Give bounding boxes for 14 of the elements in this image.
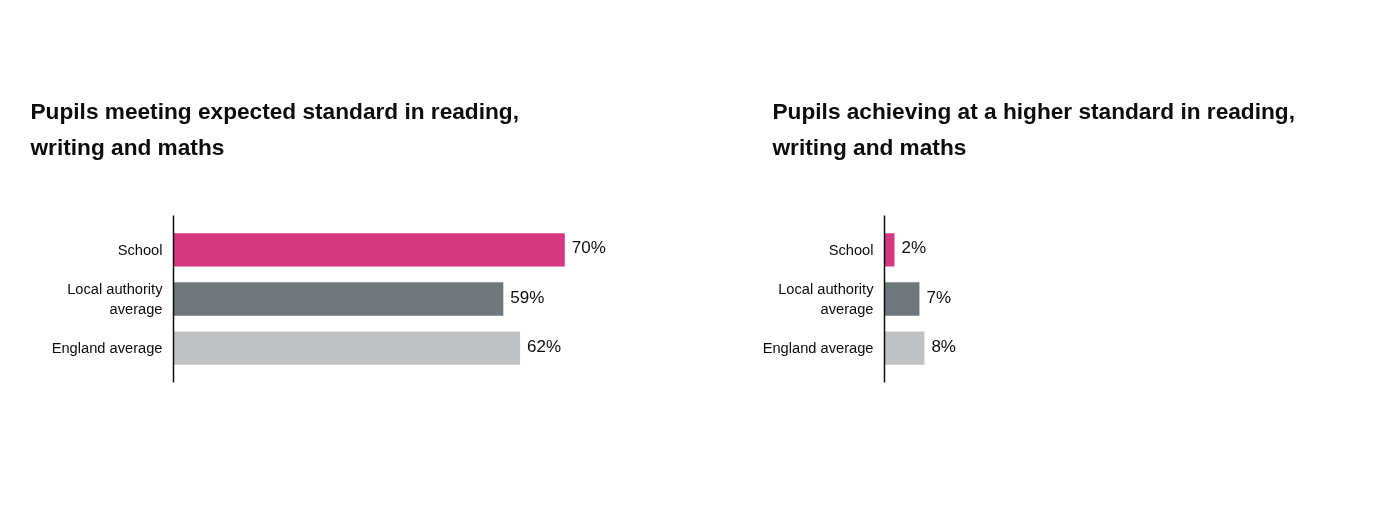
text: Pupils achieving at a higher standard in reading, writing and maths	[771, 98, 1295, 161]
chart-title: Pupils meeting expected standard in reading, writing and maths	[29, 98, 519, 161]
y-tick-label: Local authority average	[778, 281, 875, 317]
y-tick-label: School	[828, 241, 874, 258]
data-label: 59%	[510, 287, 545, 307]
y-tick-label: England average	[51, 340, 163, 357]
data-label: 62%	[527, 336, 562, 356]
data-label: 2%	[901, 238, 927, 258]
data-label: 70%	[571, 238, 606, 258]
y-tick-label: Local authority average	[67, 281, 164, 317]
data-label: 7%	[926, 287, 952, 307]
y-tick-label: School	[117, 241, 163, 258]
y-tick-label: England average	[762, 340, 874, 357]
data-label: 8%	[931, 336, 956, 356]
